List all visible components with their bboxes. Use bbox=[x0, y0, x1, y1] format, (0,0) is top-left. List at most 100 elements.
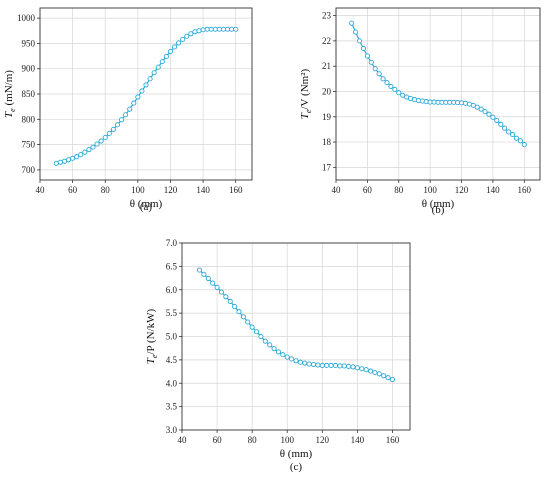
x-tick-label: 60 bbox=[68, 185, 78, 195]
chart-panel-c: 40 60 80 100 120 140 160 3.0 3.5 4.0 4.5 5.0 5.5 6.0 6… bbox=[145, 238, 411, 473]
y-tick-label: 950 bbox=[22, 38, 36, 48]
data-point bbox=[180, 36, 186, 42]
data-point bbox=[367, 368, 374, 374]
data-point bbox=[163, 54, 169, 60]
data-point bbox=[381, 373, 387, 379]
data-point bbox=[214, 284, 220, 290]
y-tick-label: 20 bbox=[322, 86, 332, 96]
data-point bbox=[372, 369, 378, 376]
data-point bbox=[212, 26, 218, 32]
data-point bbox=[65, 157, 72, 163]
data-point bbox=[332, 362, 339, 369]
x-tick-label: 100 bbox=[423, 185, 437, 195]
data-point bbox=[90, 144, 96, 150]
y-axis-title: Te/P (N/kW) bbox=[145, 308, 159, 364]
data-point bbox=[118, 117, 125, 123]
x-axis-title: θ (mm) bbox=[422, 198, 455, 210]
data-point bbox=[196, 267, 203, 273]
data-point bbox=[171, 44, 178, 50]
data-point bbox=[486, 111, 492, 117]
x-tick-label: 100 bbox=[280, 435, 294, 445]
y-tick-label: 23 bbox=[322, 11, 332, 21]
data-point bbox=[57, 159, 63, 165]
data-point bbox=[478, 106, 484, 112]
x-tick-label: 40 bbox=[36, 185, 46, 195]
data-point bbox=[502, 125, 508, 131]
data-point bbox=[210, 280, 216, 286]
data-point bbox=[353, 29, 359, 35]
data-point bbox=[521, 142, 527, 148]
data-point bbox=[389, 376, 396, 383]
chart-panel-a: 40 60 80 100 120 140 160 700 750 800 850 900 950 1000… bbox=[3, 7, 253, 213]
x-tick-label: 120 bbox=[164, 185, 178, 195]
data-point bbox=[229, 26, 235, 32]
data-point bbox=[82, 149, 88, 155]
data-point bbox=[262, 338, 268, 344]
data-point bbox=[363, 367, 369, 373]
data-point bbox=[102, 134, 108, 141]
data-point bbox=[474, 104, 480, 110]
x-tick-label: 120 bbox=[316, 435, 330, 445]
y-tick-label: 750 bbox=[22, 140, 36, 150]
y-tick-label: 6.5 bbox=[166, 261, 178, 271]
data-point bbox=[380, 76, 386, 82]
data-point bbox=[232, 304, 238, 310]
x-tick-label: 40 bbox=[178, 435, 188, 445]
y-tick-label: 3.0 bbox=[166, 425, 178, 435]
x-tick-label: 140 bbox=[486, 185, 500, 195]
data-point bbox=[233, 26, 239, 32]
data-point bbox=[224, 26, 231, 32]
data-point bbox=[176, 40, 182, 46]
data-point bbox=[509, 131, 516, 138]
data-point bbox=[151, 70, 157, 76]
chart-panel-b: 40 60 80 100 120 140 160 17 18 19 20 21 22 23 θ (mm) Te… bbox=[299, 7, 541, 216]
data-point bbox=[216, 26, 222, 32]
data-point bbox=[131, 100, 137, 106]
data-point bbox=[236, 309, 242, 315]
data-point bbox=[392, 86, 398, 92]
data-point bbox=[70, 155, 76, 161]
data-point bbox=[267, 342, 273, 348]
y-axis-title: Te (mN/m) bbox=[3, 70, 17, 118]
data-point bbox=[293, 358, 299, 364]
data-point bbox=[494, 118, 500, 124]
data-point bbox=[86, 147, 92, 153]
x-tick-label: 120 bbox=[455, 185, 469, 195]
data-point bbox=[350, 364, 356, 370]
plot-frame bbox=[335, 7, 541, 181]
data-point bbox=[341, 363, 347, 369]
data-point bbox=[396, 90, 402, 96]
data-point bbox=[135, 94, 141, 100]
data-point bbox=[106, 130, 112, 137]
data-point bbox=[297, 359, 303, 365]
data-point bbox=[159, 59, 165, 65]
data-point bbox=[253, 329, 260, 335]
data-point bbox=[280, 352, 286, 358]
data-point bbox=[205, 275, 211, 282]
y-tick-label: 850 bbox=[22, 89, 36, 99]
data-point bbox=[462, 100, 469, 106]
panel-caption: (b) bbox=[432, 204, 445, 216]
data-point bbox=[356, 38, 363, 44]
data-point bbox=[74, 154, 80, 160]
data-point bbox=[337, 363, 343, 369]
series-line bbox=[351, 22, 525, 146]
data-point bbox=[61, 158, 68, 164]
data-point bbox=[376, 71, 382, 77]
x-tick-label: 80 bbox=[394, 185, 404, 195]
data-point bbox=[513, 135, 520, 141]
y-tick-label: 900 bbox=[22, 64, 36, 74]
y-tick-label: 18 bbox=[322, 137, 332, 147]
data-point bbox=[498, 121, 504, 127]
data-point bbox=[258, 333, 264, 340]
y-tick-label: 17 bbox=[322, 162, 332, 172]
data-point bbox=[506, 129, 512, 135]
data-point bbox=[306, 361, 312, 367]
data-point bbox=[319, 362, 325, 369]
data-point bbox=[98, 138, 104, 144]
x-tick-label: 100 bbox=[131, 185, 145, 195]
data-point bbox=[324, 362, 330, 369]
data-point bbox=[123, 112, 129, 118]
data-point bbox=[188, 31, 194, 37]
